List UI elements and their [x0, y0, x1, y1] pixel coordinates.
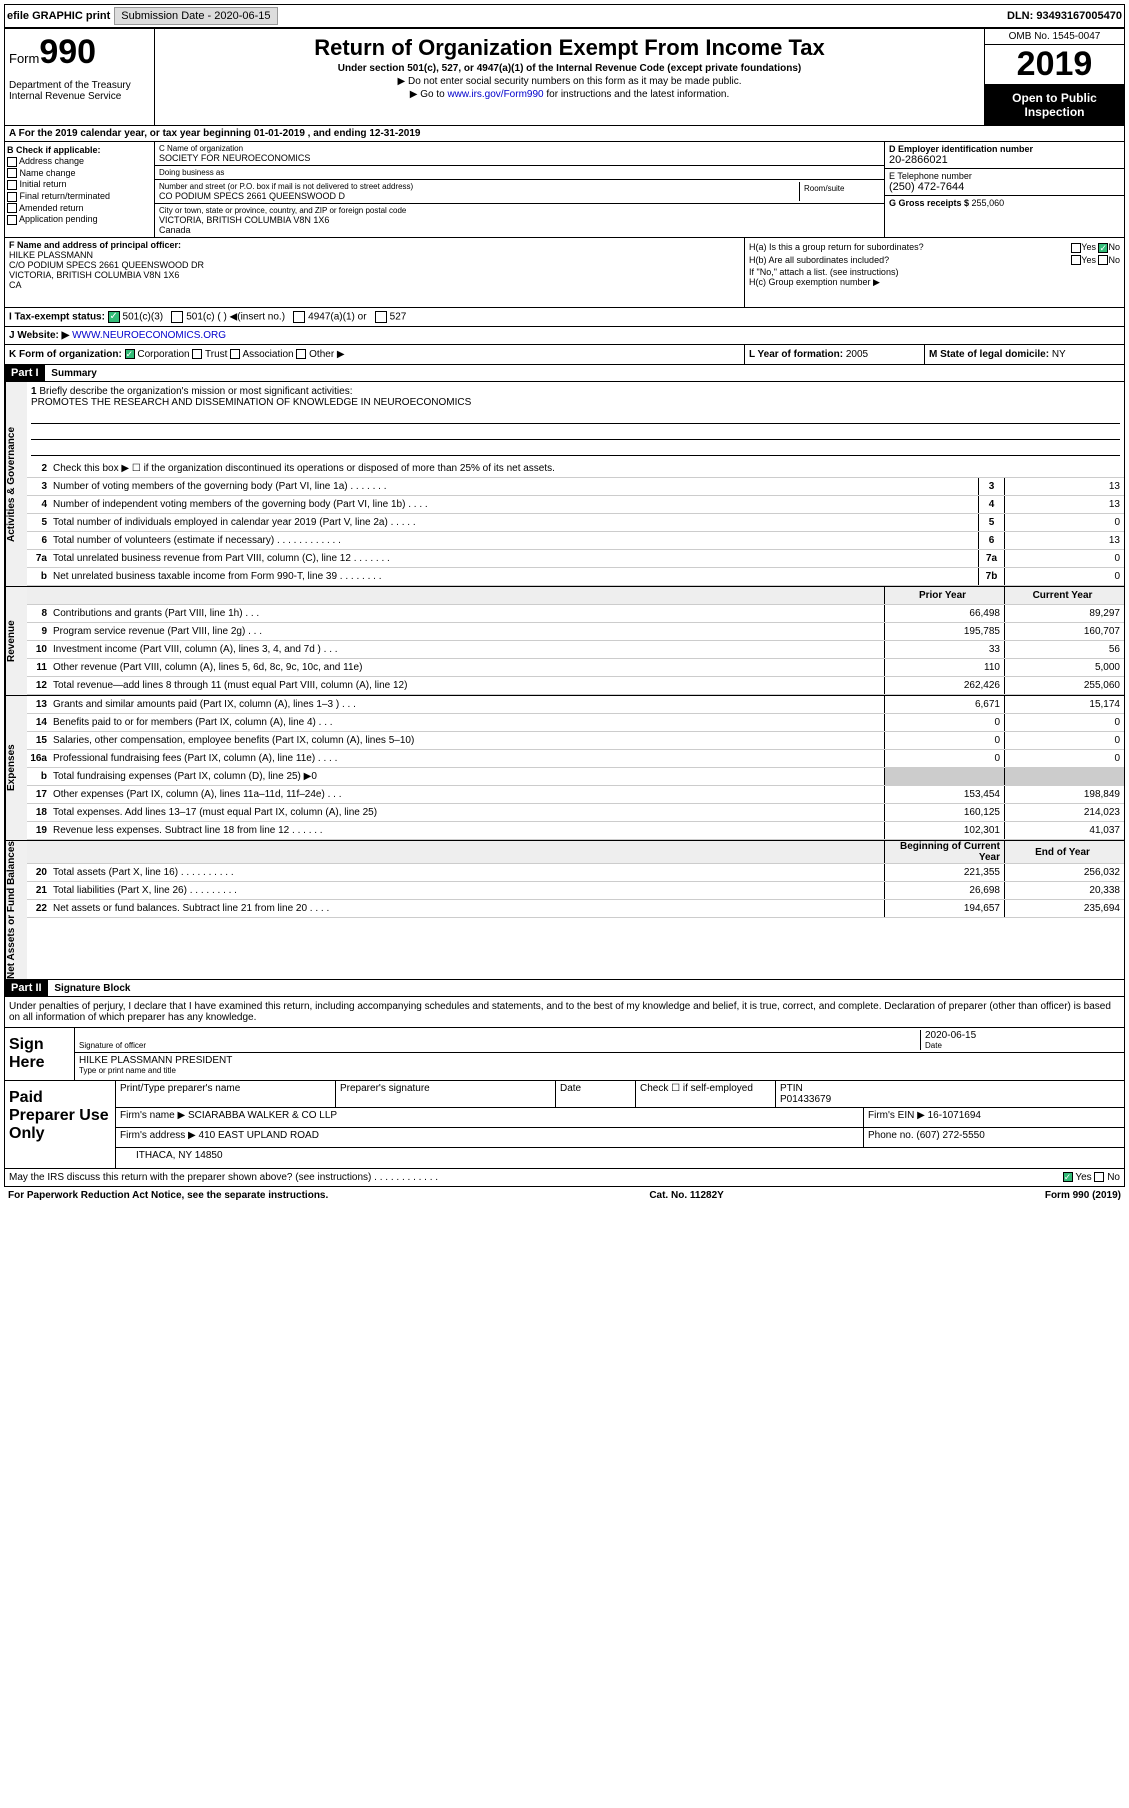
ein: 20-2866021: [889, 154, 948, 166]
part1-governance: Activities & Governance 1 Briefly descri…: [4, 382, 1125, 587]
section-f-h: F Name and address of principal officer:…: [4, 238, 1125, 308]
vtab-netassets: Net Assets or Fund Balances: [5, 841, 27, 979]
officer-addr: C/O PODIUM SPECS 2661 QUEENSWOOD DR VICT…: [9, 260, 204, 290]
summary-line: 8Contributions and grants (Part VIII, li…: [27, 605, 1124, 623]
vtab-revenue: Revenue: [5, 587, 27, 695]
col-f-officer: F Name and address of principal officer:…: [5, 238, 744, 307]
tax-year: 2019: [985, 45, 1124, 85]
firm-name: SCIARABBA WALKER & CO LLP: [188, 1110, 337, 1121]
dept-treasury: Department of the Treasury Internal Reve…: [9, 80, 150, 102]
summary-line: 21Total liabilities (Part X, line 26) . …: [27, 882, 1124, 900]
firm-addr: 410 EAST UPLAND ROAD: [199, 1130, 319, 1141]
discuss-row: May the IRS discuss this return with the…: [4, 1169, 1125, 1187]
open-to-public: Open to Public Inspection: [985, 85, 1124, 125]
summary-line: 12Total revenue—add lines 8 through 11 (…: [27, 677, 1124, 695]
col-b-checkboxes: B Check if applicable: Address change Na…: [5, 142, 155, 237]
phone: (250) 472-7644: [889, 181, 964, 193]
summary-line: 9Program service revenue (Part VIII, lin…: [27, 623, 1124, 641]
sign-here-label: Sign Here: [5, 1028, 75, 1080]
col-h-group: H(a) Is this a group return for subordin…: [744, 238, 1124, 307]
part1-expenses: Expenses 13Grants and similar amounts pa…: [4, 696, 1125, 841]
summary-line: 11Other revenue (Part VIII, column (A), …: [27, 659, 1124, 677]
perjury-declaration: Under penalties of perjury, I declare th…: [5, 997, 1124, 1027]
summary-line: 14Benefits paid to or for members (Part …: [27, 714, 1124, 732]
summary-line: bTotal fundraising expenses (Part IX, co…: [27, 768, 1124, 786]
vtab-governance: Activities & Governance: [5, 382, 27, 586]
org-name: SOCIETY FOR NEUROECONOMICS: [159, 153, 880, 163]
part2-header: Part II Signature Block: [4, 980, 1125, 997]
officer-printed-name: HILKE PLASSMANN PRESIDENT: [79, 1055, 1120, 1066]
org-address: CO PODIUM SPECS 2661 QUEENSWOOD D: [159, 191, 799, 201]
form-number: 990: [39, 33, 96, 71]
dln: DLN: 93493167005470: [1007, 10, 1122, 22]
firm-ein: 16-1071694: [928, 1110, 981, 1121]
top-bar: efile GRAPHIC print Submission Date - 20…: [4, 4, 1125, 28]
officer-name: HILKE PLASSMANN: [9, 250, 93, 260]
part1-revenue: Revenue Prior YearCurrent Year 8Contribu…: [4, 587, 1125, 696]
mission-text: PROMOTES THE RESEARCH AND DISSEMINATION …: [31, 397, 471, 408]
submission-date-button[interactable]: Submission Date - 2020-06-15: [114, 7, 277, 25]
form-title: Return of Organization Exempt From Incom…: [161, 35, 978, 61]
col-c-name: C Name of organization SOCIETY FOR NEURO…: [155, 142, 884, 237]
summary-line: 16aProfessional fundraising fees (Part I…: [27, 750, 1124, 768]
row-j-website: J Website: ▶ WWW.NEUROECONOMICS.ORG: [4, 327, 1125, 345]
irs-link[interactable]: www.irs.gov/Form990: [447, 89, 543, 100]
row-k-l-m: K Form of organization: Corporation Trus…: [4, 345, 1125, 365]
part1-header: Part I Summary: [4, 365, 1125, 382]
summary-line: 20Total assets (Part X, line 16) . . . .…: [27, 864, 1124, 882]
page-footer: For Paperwork Reduction Act Notice, see …: [4, 1187, 1125, 1204]
form-container: efile GRAPHIC print Submission Date - 20…: [0, 0, 1129, 1208]
signature-block: Under penalties of perjury, I declare th…: [4, 997, 1125, 1081]
website-link[interactable]: WWW.NEUROECONOMICS.ORG: [72, 330, 226, 341]
header-title-block: Return of Organization Exempt From Incom…: [155, 29, 984, 125]
summary-line: 3Number of voting members of the governi…: [27, 478, 1124, 496]
header-left: Form990 Department of the Treasury Inter…: [5, 29, 155, 125]
summary-line: 13Grants and similar amounts paid (Part …: [27, 696, 1124, 714]
paid-preparer-label: Paid Preparer Use Only: [5, 1081, 115, 1168]
firm-phone: (607) 272-5550: [916, 1130, 984, 1141]
form-header: Form990 Department of the Treasury Inter…: [4, 28, 1125, 126]
section-b-c-d: B Check if applicable: Address change Na…: [4, 142, 1125, 238]
check-501c3-icon: ✓: [108, 311, 120, 323]
summary-line: 15Salaries, other compensation, employee…: [27, 732, 1124, 750]
summary-line: 22Net assets or fund balances. Subtract …: [27, 900, 1124, 918]
gross-receipts: 255,060: [972, 198, 1005, 208]
ptin: P01433679: [780, 1094, 831, 1105]
paid-preparer-block: Paid Preparer Use Only Print/Type prepar…: [4, 1081, 1125, 1169]
header-right: OMB No. 1545-0047 2019 Open to Public In…: [984, 29, 1124, 125]
summary-line: 6Total number of volunteers (estimate if…: [27, 532, 1124, 550]
summary-line: 10Investment income (Part VIII, column (…: [27, 641, 1124, 659]
part1-netassets: Net Assets or Fund Balances Beginning of…: [4, 841, 1125, 980]
summary-line: 7aTotal unrelated business revenue from …: [27, 550, 1124, 568]
col-d-e-g: D Employer identification number 20-2866…: [884, 142, 1124, 237]
summary-line: 5Total number of individuals employed in…: [27, 514, 1124, 532]
org-city: VICTORIA, BRITISH COLUMBIA V8N 1X6 Canad…: [159, 215, 880, 235]
summary-line: 19Revenue less expenses. Subtract line 1…: [27, 822, 1124, 840]
summary-line: 18Total expenses. Add lines 13–17 (must …: [27, 804, 1124, 822]
summary-line: 4Number of independent voting members of…: [27, 496, 1124, 514]
summary-line: 17Other expenses (Part IX, column (A), l…: [27, 786, 1124, 804]
omb-number: OMB No. 1545-0047: [985, 29, 1124, 45]
row-a-tax-year: A For the 2019 calendar year, or tax yea…: [4, 126, 1125, 142]
row-i-tax-status: I Tax-exempt status: ✓ 501(c)(3) 501(c) …: [4, 308, 1125, 327]
efile-label: efile GRAPHIC print: [7, 10, 110, 22]
vtab-expenses: Expenses: [5, 696, 27, 840]
summary-line: bNet unrelated business taxable income f…: [27, 568, 1124, 586]
